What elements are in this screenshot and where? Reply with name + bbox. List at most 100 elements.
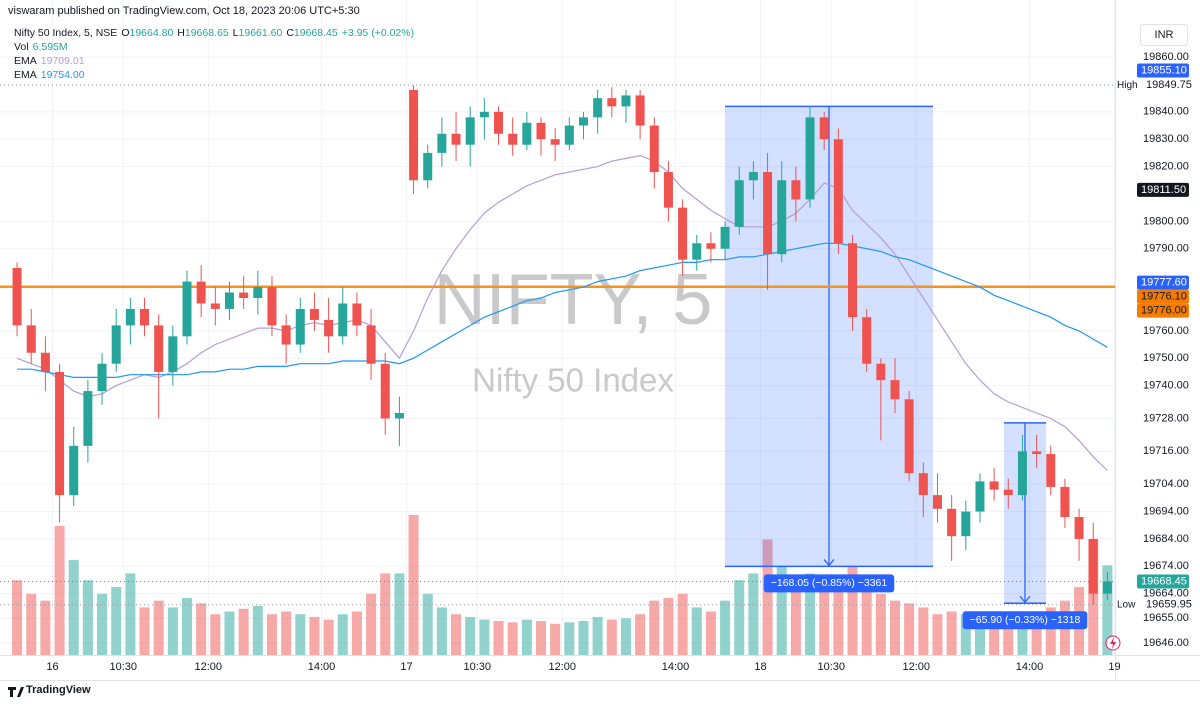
volume-bar (479, 619, 490, 655)
legend-value: 19668.45 (293, 27, 338, 39)
candle-body (918, 473, 928, 496)
candle-body (536, 122, 546, 140)
candle-body (55, 371, 65, 496)
candle-body (777, 180, 787, 255)
volume-bar (946, 611, 957, 655)
measure-label: −168.05 (−0.85%) −3361 (771, 577, 888, 589)
legend-key: O (121, 27, 130, 39)
volume-bar (521, 619, 532, 655)
candle-body (1060, 486, 1070, 518)
candle-body (1046, 454, 1056, 487)
alert-icon-bolt (1110, 637, 1116, 649)
y-tick-label: 19860.00 (1143, 51, 1189, 63)
y-tick-label: 19790.00 (1143, 243, 1189, 255)
candle-body (196, 281, 206, 304)
volume-bar (960, 614, 971, 655)
grid (0, 0, 1115, 655)
candle-body (819, 117, 829, 140)
volume-bar (238, 608, 249, 655)
volume-bar (890, 600, 900, 655)
candle-body (168, 336, 178, 372)
volume-bar (281, 611, 292, 655)
price-badge-bg (1137, 574, 1189, 589)
x-tick-label: 19 (1108, 661, 1120, 673)
volume-bar (366, 593, 377, 655)
y-tick-label: 19655.00 (1143, 612, 1189, 624)
volume-bar (776, 566, 787, 655)
price-badge: 19659.95 (1146, 599, 1192, 611)
y-tick-label: 19684.00 (1143, 533, 1189, 545)
legend-ema: EMA 19709.01 EMA 19754.00 (14, 54, 418, 82)
x-tick-label: 10:30 (110, 661, 138, 673)
candle-body (182, 281, 192, 337)
x-tick-label: 14:00 (308, 661, 336, 673)
legend-value: 19754.00 (40, 69, 85, 81)
y-tick-label: 19800.00 (1143, 215, 1189, 227)
legend-key: L (232, 27, 239, 39)
y-tick-label: 19830.00 (1143, 133, 1189, 145)
y-tick-label: 19760.00 (1143, 325, 1189, 337)
candle-body (479, 111, 489, 118)
measure-label-bg (962, 611, 1088, 630)
price-badge: 19811.50 (1141, 184, 1186, 196)
volume-bar (422, 593, 433, 655)
candle-body (352, 303, 362, 326)
measure-label: −65.90 (−0.33%) −1318 (970, 614, 1081, 626)
volume-bar (578, 621, 589, 655)
volume-bar (663, 597, 674, 655)
candle-body (522, 122, 532, 145)
legend-value: 19661.60 (238, 27, 283, 39)
volume-bar (1102, 565, 1113, 655)
x-tick-label: 12:00 (902, 661, 930, 673)
volume-bar (536, 621, 546, 655)
measure-arrowhead (823, 559, 835, 567)
y-tick-label: 19674.00 (1143, 560, 1189, 572)
volume-bar (408, 515, 419, 655)
candle-body (1102, 581, 1112, 594)
currency-button[interactable]: INR (1140, 24, 1188, 46)
symbol: Nifty 50 Index, 5, NSE (14, 27, 118, 39)
candle-body (706, 243, 716, 249)
legend-change: +3.95 (+0.02%) (341, 27, 415, 39)
candle-body (12, 267, 22, 326)
candle-body (748, 172, 758, 181)
volume-bar (720, 600, 731, 655)
candle-body (224, 292, 234, 309)
candle-body (564, 125, 574, 145)
candle-body (763, 172, 773, 255)
legend-key: Vol (14, 41, 29, 53)
volume-bar (153, 600, 164, 655)
legend: Nifty 50 Index, 5, NSE O19664.80 H19668.65… (14, 26, 418, 82)
candle-body (904, 399, 914, 474)
y-tick-label: 19694.00 (1143, 505, 1189, 517)
candle-body (663, 172, 673, 208)
y-tick-label: 19840.00 (1143, 106, 1189, 118)
volume-bar (266, 614, 277, 655)
volume-bar (97, 593, 108, 655)
volume-bar (309, 616, 320, 655)
candle-body (281, 325, 291, 345)
volume-bar (40, 600, 51, 655)
candle-body (394, 412, 404, 419)
x-tick-label: 14:00 (662, 661, 690, 673)
footer-brand: TradingView (26, 684, 91, 696)
candle-body (210, 303, 220, 309)
y-tick-label: 19750.00 (1143, 352, 1189, 364)
legend-key: EMA (14, 69, 37, 81)
volume-bar (606, 619, 617, 655)
volume-bar (932, 614, 943, 655)
volume-bar (649, 600, 660, 655)
price-badge-tag: High (1117, 80, 1138, 91)
volume-bar (762, 539, 773, 655)
volume-bar (196, 603, 207, 655)
candle-body (1003, 489, 1013, 496)
candle-body (253, 287, 263, 299)
volume-bar (748, 573, 759, 655)
volume-bar (82, 580, 93, 655)
candle-body (1074, 517, 1084, 539)
ema-line (17, 242, 1108, 378)
candle-body (97, 363, 107, 392)
candle-body (465, 117, 475, 145)
